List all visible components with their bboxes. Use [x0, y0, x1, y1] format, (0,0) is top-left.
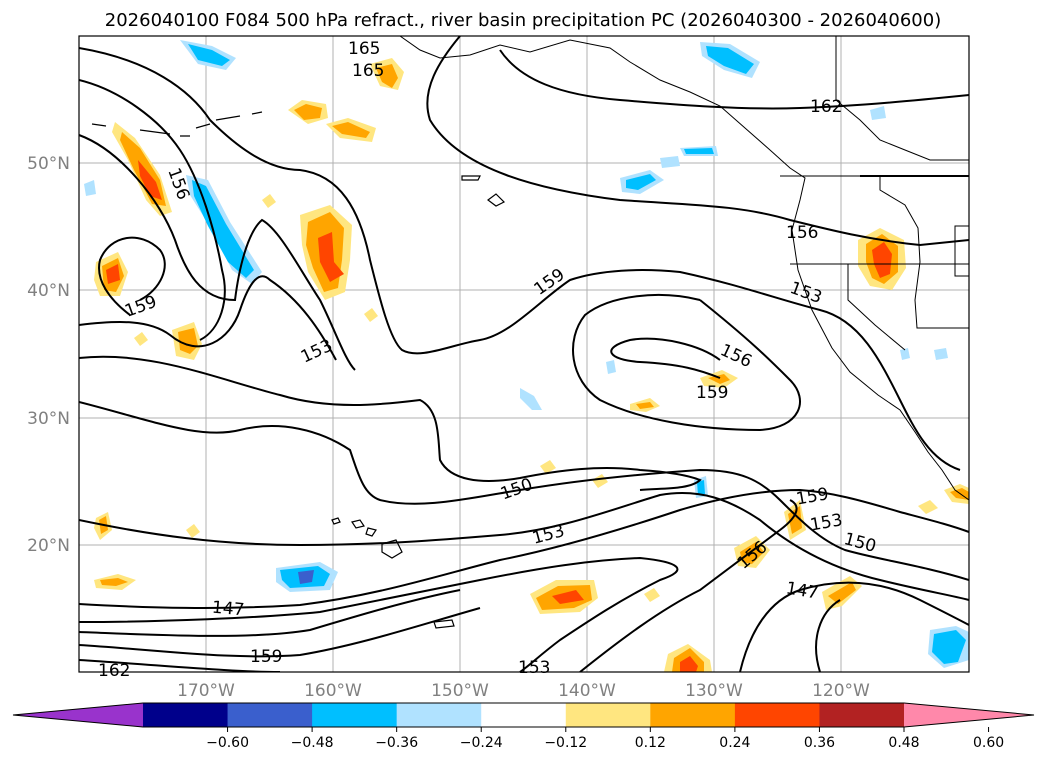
colorbar-extend-high: [904, 703, 1034, 727]
lat-label: 30°N: [27, 409, 70, 429]
contour-label: 159: [696, 383, 728, 403]
lon-label: 130°W: [685, 681, 743, 701]
lon-label: 170°W: [177, 681, 235, 701]
contour-label: 162: [810, 97, 842, 117]
lon-label: 160°W: [304, 681, 362, 701]
colorbar-outline: [12, 702, 1035, 728]
colorbar-tick-label: −0.36: [375, 735, 418, 751]
lon-label: 150°W: [431, 681, 489, 701]
contour-label: 165: [348, 39, 380, 59]
lat-label: 20°N: [27, 536, 70, 556]
longitude-labels: 170°W 160°W 150°W 140°W 130°W 120°W: [177, 681, 870, 701]
map-background: [79, 36, 969, 672]
contours: [79, 36, 969, 672]
colorbar-tick-label: −0.24: [460, 735, 503, 751]
colorbar-tick-label: 0.24: [719, 735, 750, 751]
colorbar-segment: [143, 703, 229, 727]
lat-label: 40°N: [27, 281, 70, 301]
colorbar-extend-low: [13, 703, 143, 727]
lon-label: 140°W: [558, 681, 616, 701]
colorbar-segment: [565, 703, 651, 727]
contour-label: 147: [211, 598, 245, 621]
colorbar-segment: [396, 703, 482, 727]
colorbar-tick-label: 0.48: [888, 735, 919, 751]
map-title: 2026040100 F084 500 hPa refract., river …: [105, 10, 941, 31]
lon-label: 120°W: [812, 681, 870, 701]
map-frame: [78, 35, 970, 673]
colorbar-tick-label: −0.48: [291, 735, 334, 751]
colorbar-tick-label: 0.36: [804, 735, 835, 751]
contour-label: 156: [786, 223, 818, 243]
colorbar-segment: [227, 703, 313, 727]
colorbar-segment: [481, 703, 567, 727]
colorbar-tick-label: 0.60: [973, 735, 1004, 751]
colorbar-tick-label: −0.60: [206, 735, 249, 751]
contour-label: 159: [250, 647, 282, 667]
colorbar-segment: [734, 703, 820, 727]
colorbar-segment: [650, 703, 736, 727]
colorbar-segment: [819, 703, 905, 727]
contour-label: 162: [98, 661, 130, 681]
islands: [91, 111, 506, 629]
colorbar-tick-label: −0.12: [544, 735, 587, 751]
colorbar: −0.60 −0.48 −0.36 −0.24 −0.12 0.12 0.24 0.36 0.4…: [12, 702, 1035, 751]
contour-label: 165: [352, 61, 384, 81]
colorbar-segment: [312, 703, 398, 727]
lat-label: 50°N: [27, 154, 70, 174]
latitude-labels: 50°N 40°N 30°N 20°N: [27, 154, 70, 556]
colorbar-tick-label: 0.12: [635, 735, 666, 751]
contour-label: 153: [518, 658, 550, 678]
map-panel: 165 165 162 156 156 159 159 153 153 156 …: [78, 35, 970, 681]
